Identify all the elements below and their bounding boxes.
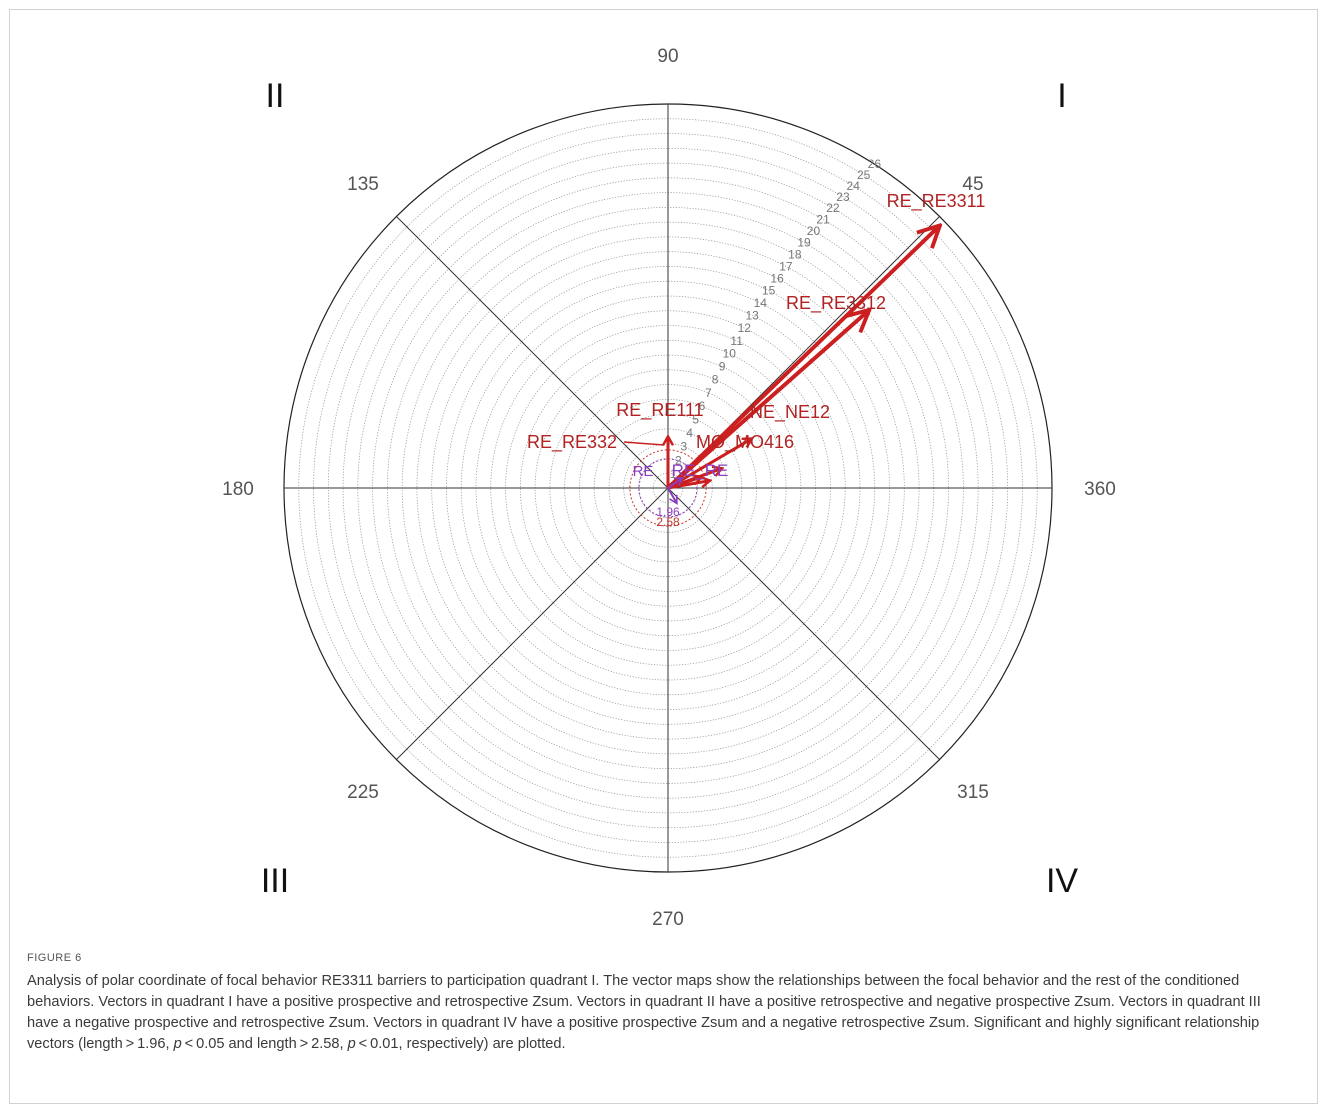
- radial-tick-label: 17: [779, 259, 793, 273]
- vector-re-re3311: [666, 225, 940, 490]
- significance-label: 1.96: [656, 505, 680, 519]
- radial-tick-label: 13: [745, 308, 759, 322]
- figure-caption-text: Analysis of polar coordinate of focal be…: [27, 971, 1289, 1055]
- radial-tick-label: 4: [686, 426, 693, 440]
- figure-frame: [9, 9, 1318, 1104]
- diagonal-axis: [667, 487, 940, 760]
- radial-tick-label: 19: [797, 236, 811, 250]
- angle-label: 225: [347, 782, 379, 803]
- angle-label: 315: [957, 782, 989, 803]
- vector-label: RE_RE: [672, 461, 729, 480]
- vector-re: [667, 487, 678, 503]
- angle-label: 270: [652, 909, 684, 930]
- radial-tick-label: 15: [762, 284, 776, 298]
- radial-tick-label: 3: [681, 440, 688, 454]
- vector-leader-line: [623, 441, 665, 446]
- radial-tick-label: 26: [868, 157, 882, 171]
- figure-caption: FIGURE 6 Analysis of polar coordinate of…: [27, 952, 1289, 1055]
- vector-re-re: [667, 481, 710, 490]
- vector-label: RE_RE111: [616, 400, 703, 421]
- significance-circle: [629, 449, 707, 527]
- vector-label: RE: [633, 463, 654, 480]
- radial-tick-label: 20: [807, 224, 821, 238]
- vector-label: RE_RE3312: [786, 293, 886, 314]
- figure-label: FIGURE 6: [27, 952, 82, 964]
- angle-label: 360: [1084, 479, 1116, 500]
- radial-tick-label: 23: [836, 190, 850, 204]
- radial-tick-label: 22: [826, 201, 840, 215]
- vector-label: NE_NE12: [750, 402, 830, 423]
- vector-label: RE_RE332: [527, 432, 617, 453]
- vector-label: MO_MO416: [696, 432, 794, 453]
- caption-part: Analysis of polar coordinate of focal be…: [27, 973, 1261, 1052]
- quadrant-label: III: [261, 862, 289, 900]
- vector-labels: RE_RE3311RE_RE3312NE_NE12MO_MO416RE_RE11…: [527, 191, 985, 480]
- radial-tick-label: 9: [719, 360, 726, 374]
- caption-part: < 0.05 and length > 2.58,: [181, 1036, 348, 1052]
- vector-label: RE_RE3311: [887, 191, 986, 212]
- radial-tick-label: 16: [770, 271, 784, 285]
- radial-tick-label: 2: [675, 453, 682, 467]
- radial-tick-label: 10: [723, 347, 737, 361]
- radial-tick-label: 8: [712, 373, 719, 387]
- radial-tick-label: 14: [754, 296, 768, 310]
- caption-p-italic: p: [347, 1036, 356, 1052]
- radial-tick-label: 18: [788, 247, 802, 261]
- caption-part: < 0.01, respectively) are plotted.: [355, 1036, 566, 1052]
- radial-tick-label: 21: [816, 212, 830, 226]
- radial-tick-label: 12: [738, 321, 752, 335]
- angle-label: 135: [347, 174, 379, 195]
- diagonal-axis: [396, 216, 669, 489]
- diagonal-axis: [396, 487, 669, 760]
- radial-tick-label: 1: [670, 467, 677, 481]
- significance-label: 2.58: [656, 515, 680, 529]
- quadrant-label: II: [266, 77, 285, 115]
- vectors: [623, 225, 940, 503]
- radial-tick-label: 7: [705, 386, 712, 400]
- angle-label: 180: [222, 479, 254, 500]
- radial-tick-label: 6: [699, 399, 706, 413]
- quadrant-label: I: [1057, 77, 1066, 115]
- radial-tick-labels: 1234567891011121314151617181920212223242…: [670, 157, 882, 481]
- vector-re-re3312: [666, 310, 869, 490]
- polar-chart: 1234567891011121314151617181920212223242…: [222, 46, 1116, 930]
- caption-p-italic: p: [173, 1036, 182, 1052]
- angle-label: 90: [657, 46, 678, 67]
- radial-tick-label: 25: [857, 168, 871, 182]
- radial-tick-label: 11: [730, 334, 743, 348]
- angle-label: 45: [962, 174, 983, 195]
- radial-tick-label: 5: [692, 413, 699, 427]
- vector-re: [667, 478, 683, 489]
- quadrant-label: IV: [1046, 862, 1078, 900]
- radial-tick-label: 24: [847, 179, 861, 193]
